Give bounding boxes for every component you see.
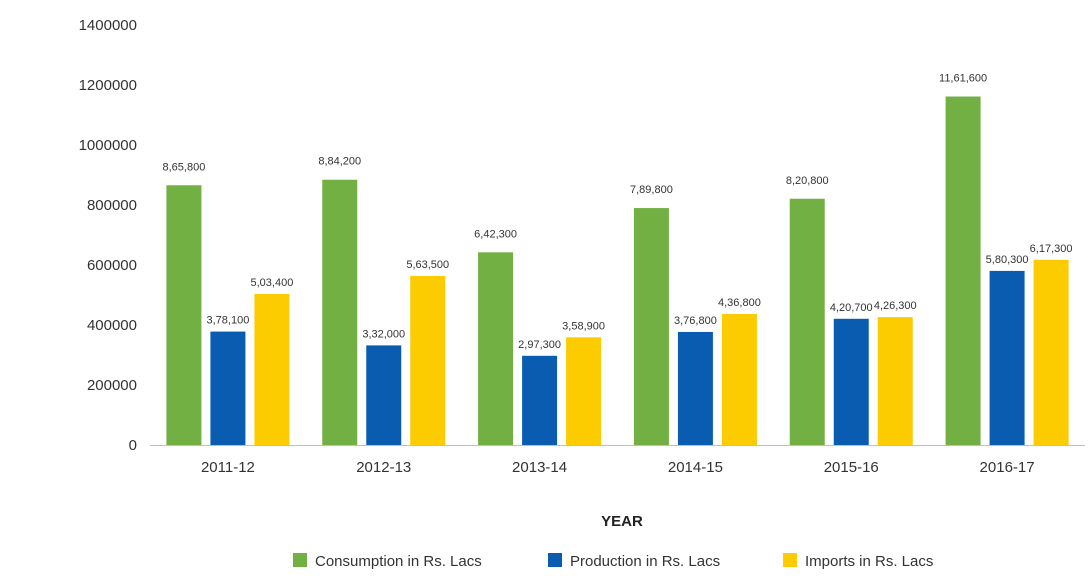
bar-production-2011-12 xyxy=(210,331,246,445)
legend-label: Imports in Rs. Lacs xyxy=(805,553,933,570)
data-label: 5,63,500 xyxy=(406,259,449,271)
data-label: 8,84,200 xyxy=(318,156,361,168)
legend-swatch xyxy=(783,553,797,567)
data-label: 5,80,300 xyxy=(986,254,1029,266)
data-label: 2,97,300 xyxy=(518,339,561,351)
bar-production-2013-14 xyxy=(522,355,558,445)
y-tick-label: 0 xyxy=(129,437,137,454)
data-label: 4,20,700 xyxy=(830,302,873,314)
bar-consumption-2011-12 xyxy=(166,185,202,445)
legend-label: Consumption in Rs. Lacs xyxy=(315,553,482,570)
legend-label: Production in Rs. Lacs xyxy=(570,553,720,570)
bar-production-2012-13 xyxy=(366,345,402,445)
data-label: 3,76,800 xyxy=(674,315,717,327)
legend-swatch xyxy=(293,553,307,567)
x-tick-label: 2013-14 xyxy=(512,459,567,476)
x-tick-label: 2012-13 xyxy=(356,459,411,476)
data-label: 11,61,600 xyxy=(939,73,987,85)
data-label: 3,58,900 xyxy=(562,320,605,332)
bar-imports-2014-15 xyxy=(721,313,757,445)
bar-imports-2013-14 xyxy=(566,337,602,445)
bars xyxy=(166,96,1069,446)
bar-imports-2016-17 xyxy=(1033,259,1069,445)
x-tick-label: 2014-15 xyxy=(668,459,723,476)
x-tick-label: 2011-12 xyxy=(201,459,255,476)
data-label: 8,20,800 xyxy=(786,175,829,187)
data-label: 7,89,800 xyxy=(630,184,673,196)
x-tick-label: 2016-17 xyxy=(980,459,1035,476)
legend: Consumption in Rs. Lacs Production in Rs.… xyxy=(293,553,933,570)
data-label: 6,42,300 xyxy=(474,228,517,240)
bar-imports-2012-13 xyxy=(410,275,446,445)
data-label: 6,17,300 xyxy=(1030,243,1073,255)
y-tick-label: 400000 xyxy=(87,317,137,334)
data-label: 3,32,000 xyxy=(362,328,405,340)
y-tick-label: 800000 xyxy=(87,197,137,214)
legend-swatch xyxy=(548,553,562,567)
y-tick-label: 200000 xyxy=(87,377,137,394)
bar-production-2014-15 xyxy=(677,331,713,445)
bar-production-2016-17 xyxy=(989,270,1025,445)
bar-consumption-2012-13 xyxy=(322,179,358,446)
bar-production-2015-16 xyxy=(833,318,869,445)
x-tick-label: 2015-16 xyxy=(824,459,879,476)
y-tick-label: 600000 xyxy=(87,257,137,274)
bar-consumption-2016-17 xyxy=(945,96,981,446)
y-tick-label: 1000000 xyxy=(79,137,137,154)
bar-consumption-2015-16 xyxy=(789,198,825,445)
bar-consumption-2013-14 xyxy=(478,252,514,445)
bar-consumption-2014-15 xyxy=(633,208,669,445)
data-label: 5,03,400 xyxy=(251,277,294,289)
data-label: 8,65,800 xyxy=(163,161,206,173)
x-axis-title: YEAR xyxy=(601,513,643,530)
bar-imports-2015-16 xyxy=(877,317,913,445)
data-labels: 8,65,800 3,78,100 5,03,400 8,84,200 3,32,000… xyxy=(163,73,1073,351)
data-label: 4,26,300 xyxy=(874,300,917,312)
bar-imports-2011-12 xyxy=(254,293,290,445)
y-axis: 0 200000 400000 600000 800000 1000000 1200000 1… xyxy=(79,17,137,454)
data-label: 3,78,100 xyxy=(207,315,250,327)
y-tick-label: 1400000 xyxy=(79,17,137,34)
y-tick-label: 1200000 xyxy=(79,77,137,94)
data-label: 4,36,800 xyxy=(718,297,761,309)
x-axis: 2011-12 2012-13 2013-14 2014-15 2015-16 2016-… xyxy=(201,459,1035,476)
